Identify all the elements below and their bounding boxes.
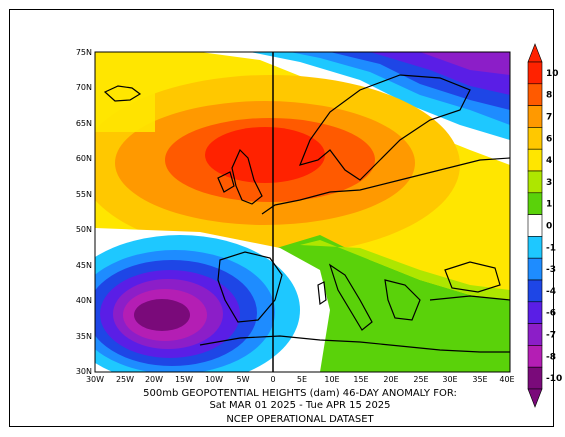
colorbar-label: -7 (546, 331, 556, 341)
colorbar-label: 7 (546, 113, 552, 123)
colorbar-label: -4 (546, 287, 556, 297)
lat-label: 70N (76, 83, 92, 92)
colorbar-label: 0 (546, 222, 552, 232)
colorbar-swatch (527, 366, 543, 390)
caption-line2: Sat MAR 01 2025 - Tue APR 15 2025 (209, 400, 390, 411)
lon-label: 10E (324, 375, 339, 384)
lon-label: 5W (237, 375, 250, 384)
anomaly-darkpurple-sw (134, 299, 190, 331)
colorbar-swatch (527, 170, 543, 194)
lat-label: 40N (76, 296, 92, 305)
colorbar-swatch (527, 345, 543, 368)
colorbar-label: 1 (546, 200, 552, 210)
lat-label: 75N (76, 48, 92, 57)
lat-label: 60N (76, 154, 92, 163)
lon-label: 25W (116, 375, 134, 384)
lat-label: 65N (76, 119, 92, 128)
colorbar-swatch (527, 323, 543, 346)
colorbar-swatch (527, 105, 543, 128)
caption-line1: 500mb GEOPOTENTIAL HEIGHTS (dam) 46-DAY … (143, 388, 457, 399)
colorbar-label: 6 (546, 134, 552, 144)
lat-label: 55N (76, 190, 92, 199)
lon-label: 25E (413, 375, 428, 384)
lon-label: 30E (442, 375, 457, 384)
colorbar-label: 10 (546, 69, 559, 79)
lon-label: 5E (297, 375, 307, 384)
colorbar-swatch (527, 301, 543, 324)
colorbar-label: 4 (546, 156, 552, 166)
map-border (94, 51, 511, 373)
lat-label: 45N (76, 261, 92, 270)
colorbar-swatch (527, 83, 543, 106)
latitude-labels: 75N 70N 65N 60N 55N 50N 45N 40N 35N 30N (76, 48, 92, 376)
colorbar-label: -10 (546, 374, 562, 384)
anomaly-negative-north-purple (420, 52, 510, 75)
colorbar-swatch (527, 279, 543, 303)
colorbar-label: 3 (546, 178, 552, 188)
colorbar-label: -8 (546, 352, 556, 362)
lon-label: 35E (472, 375, 487, 384)
colorbar-swatch (527, 257, 543, 281)
lon-label: 40E (499, 375, 514, 384)
lat-label: 30N (76, 367, 92, 376)
lat-label: 35N (76, 332, 92, 341)
colorbar-swatch (527, 148, 543, 172)
anomaly-lightgreen-south (300, 240, 510, 300)
colorbar-label: -6 (546, 309, 556, 319)
longitude-labels: 30W 25W 20W 15W 10W 5W 0 5E 10E 15E 20E … (86, 375, 515, 384)
colorbar-label: -1 (546, 243, 556, 253)
lat-label: 50N (76, 225, 92, 234)
lon-label: 0 (270, 375, 275, 384)
colorbar-swatch (527, 192, 543, 215)
lon-label: 15E (353, 375, 368, 384)
lon-label: 20E (383, 375, 398, 384)
caption-line3: NCEP OPERATIONAL DATASET (226, 414, 374, 425)
colorbar-label: 8 (546, 91, 552, 101)
colorbar-bottom-arrow (527, 388, 543, 408)
caption: 500mb GEOPOTENTIAL HEIGHTS (dam) 46-DAY … (143, 388, 457, 425)
map-plot-area (95, 52, 510, 372)
anomaly-red (205, 127, 325, 183)
colorbar-swatch (527, 236, 543, 259)
colorbar-swatch (527, 61, 543, 85)
colorbar-top-arrow (527, 43, 543, 63)
lon-label: 15W (175, 375, 193, 384)
lon-label: 10W (205, 375, 223, 384)
lon-label: 20W (145, 375, 163, 384)
colorbar-swatch (527, 127, 543, 150)
colorbar-label: -3 (546, 265, 556, 275)
figure-frame (9, 9, 554, 427)
colorbar-swatch (527, 214, 543, 237)
lon-label: 30W (86, 375, 104, 384)
coastlines (103, 74, 510, 353)
